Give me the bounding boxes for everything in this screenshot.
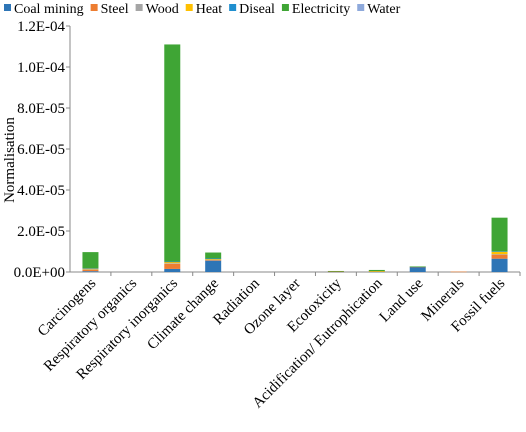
legend-swatch xyxy=(4,4,11,11)
legend-swatch xyxy=(135,4,143,11)
y-axis-title: Normalisation xyxy=(2,117,18,203)
legend-item-diseal: Diseal xyxy=(229,2,275,17)
bar-wood xyxy=(164,263,181,264)
y-tick-label: 1.0E-04 xyxy=(17,60,65,76)
bar-coal-mining xyxy=(205,260,222,272)
bar-stack-land-use xyxy=(409,266,426,272)
bar-steel xyxy=(164,263,181,269)
bar-steel xyxy=(327,271,344,273)
y-tick-label: 0.0E+00 xyxy=(14,265,65,281)
bar-stack-carcinogens xyxy=(82,252,99,272)
legend: Coal mining Steel Wood Heat Diseal Electricit… xyxy=(4,2,401,17)
bar-electricity xyxy=(82,252,99,269)
bars xyxy=(82,44,508,273)
y-tick-label: 8.0E-05 xyxy=(17,101,65,117)
bar-coal-mining xyxy=(409,266,426,272)
bar-steel xyxy=(205,259,222,261)
legend-item-wood: Wood xyxy=(135,2,179,17)
bar-electricity xyxy=(491,217,508,252)
legend-label: Electricity xyxy=(292,2,350,17)
y-tick-label: 6.0E-05 xyxy=(17,142,65,158)
bar-diseal xyxy=(82,268,99,269)
y-tick-label: 4.0E-05 xyxy=(17,183,65,199)
bar-coal-mining xyxy=(82,271,99,272)
bar-steel xyxy=(450,271,467,273)
bar-stack-minerals xyxy=(450,271,467,273)
bar-heat xyxy=(491,251,508,255)
bar-diseal xyxy=(491,251,508,252)
bar-electricity xyxy=(327,270,344,272)
legend-item-steel: Steel xyxy=(90,2,129,17)
y-tick-label: 1.2E-04 xyxy=(17,19,65,35)
bar-electricity xyxy=(409,266,426,268)
bar-stack-ecotoxicity xyxy=(327,270,344,273)
legend-item-water: Water xyxy=(357,2,401,17)
legend-label: Water xyxy=(367,2,400,17)
bar-diseal xyxy=(164,261,181,263)
legend-item-electricity: Electricity xyxy=(281,2,350,17)
bar-stack-climate-change xyxy=(205,252,222,272)
bar-electricity xyxy=(368,269,385,272)
legend-item-coal-mining: Coal mining xyxy=(4,2,84,17)
bar-heat xyxy=(164,261,181,264)
legend-label: Steel xyxy=(101,2,129,17)
legend-label: Heat xyxy=(196,2,223,17)
bar-wood xyxy=(82,269,99,270)
bar-coal-mining xyxy=(491,258,508,272)
bar-coal-mining xyxy=(164,268,181,272)
bar-stack-fossil-fuels xyxy=(491,217,508,272)
bar-electricity xyxy=(164,44,181,262)
bar-heat xyxy=(205,258,222,260)
legend-swatch xyxy=(185,4,193,11)
bar-electricity xyxy=(205,252,222,259)
bar-wood xyxy=(491,254,508,255)
legend-label: Coal mining xyxy=(14,2,84,17)
legend-swatch xyxy=(357,4,365,11)
y-axis: 0.0E+00 2.0E-05 4.0E-05 6.0E-05 8.0E-05 1.0E-… xyxy=(14,19,71,281)
bar-wood xyxy=(205,259,222,261)
legend-label: Diseal xyxy=(239,2,275,17)
bar-stack-acidification-eutrophication xyxy=(368,269,385,273)
x-tick-label: Climate change xyxy=(144,275,222,353)
bar-diseal xyxy=(205,258,222,260)
legend-swatch xyxy=(229,4,237,11)
legend-item-heat: Heat xyxy=(185,2,223,17)
bar-heat xyxy=(368,271,385,272)
bar-heat xyxy=(82,268,99,270)
legend-swatch xyxy=(281,4,289,11)
bar-stack-respiratory-inorganics xyxy=(164,44,181,272)
legend-swatch xyxy=(90,4,98,11)
legend-label: Wood xyxy=(146,2,179,17)
bar-steel xyxy=(82,269,99,272)
x-tick-label: Land use xyxy=(377,275,427,325)
bar-steel xyxy=(491,254,508,259)
y-tick-label: 2.0E-05 xyxy=(17,224,65,240)
